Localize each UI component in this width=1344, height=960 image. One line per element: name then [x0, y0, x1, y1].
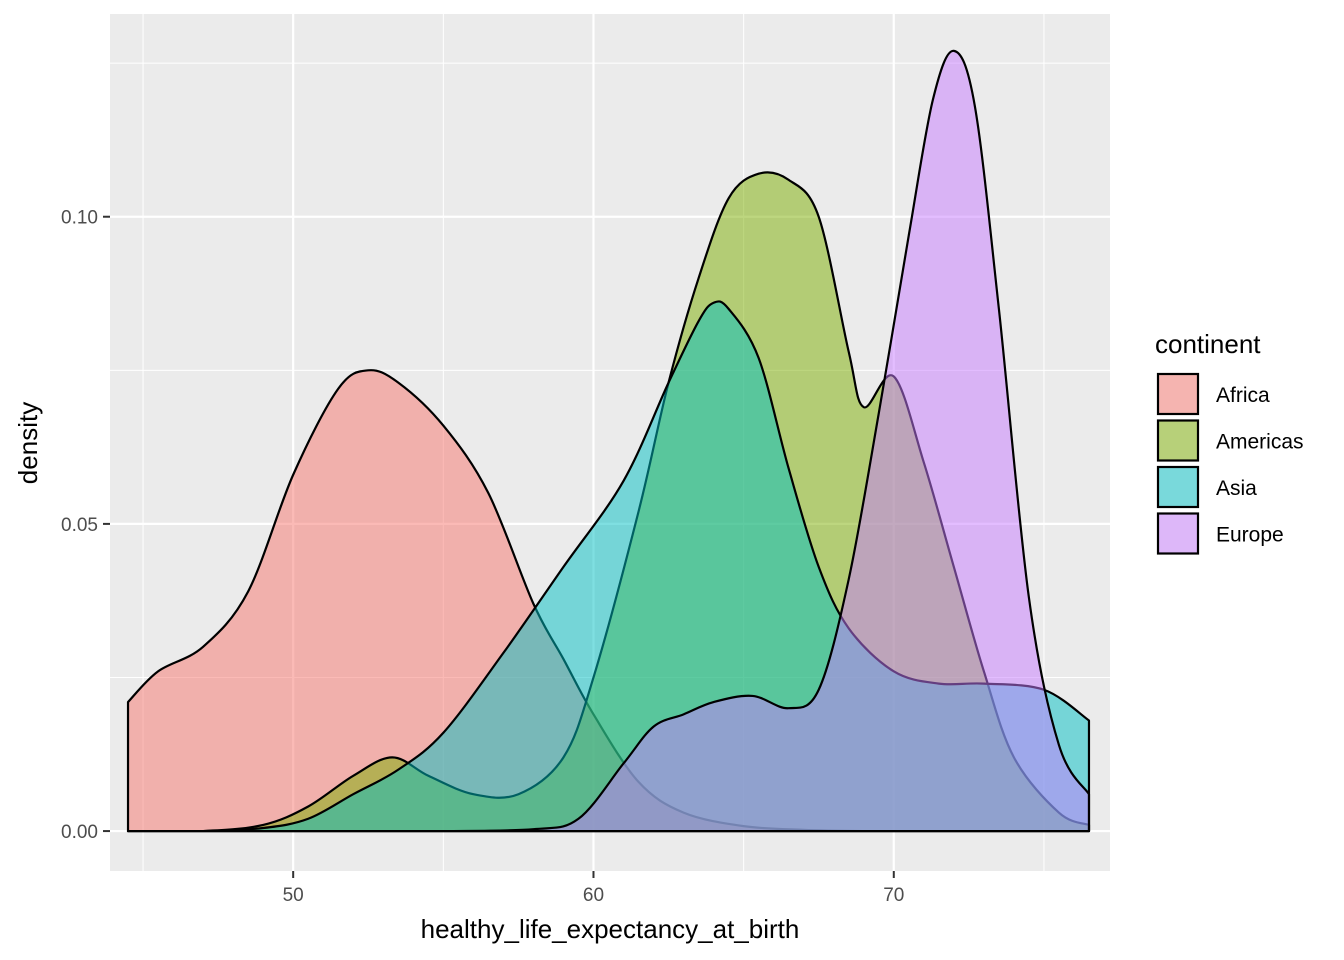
y-axis-title: density — [13, 402, 43, 484]
y-tick-label: 0.05 — [61, 515, 98, 536]
legend-item-europe: Europe — [1156, 512, 1284, 555]
y-tick-label: 0.00 — [61, 822, 98, 843]
legend-swatch — [1156, 465, 1200, 509]
legend-item-africa: Africa — [1156, 372, 1270, 416]
legend-title: continent — [1155, 329, 1261, 359]
y-tick-label: 0.10 — [61, 208, 98, 229]
legend-swatch — [1156, 419, 1200, 462]
legend-label: Americas — [1216, 431, 1304, 454]
legend-item-asia: Asia — [1156, 465, 1257, 509]
x-tick-label: 60 — [583, 885, 604, 906]
x-tick-label: 50 — [283, 885, 304, 906]
legend: continent Africa Americas Asia Europe — [1155, 329, 1304, 555]
y-axis: 0.00 0.05 0.10 — [61, 208, 110, 843]
legend-label: Europe — [1216, 524, 1284, 547]
x-axis: 50 60 70 — [283, 871, 904, 906]
legend-item-americas: Americas — [1156, 419, 1304, 462]
legend-label: Asia — [1216, 477, 1257, 500]
legend-swatch — [1156, 512, 1200, 555]
legend-swatch — [1156, 372, 1200, 416]
x-axis-title: healthy_life_expectancy_at_birth — [421, 914, 800, 944]
density-area-europe — [126, 49, 1091, 833]
density-areas — [126, 49, 1091, 833]
x-tick-label: 70 — [883, 885, 904, 906]
legend-label: Africa — [1216, 384, 1270, 407]
